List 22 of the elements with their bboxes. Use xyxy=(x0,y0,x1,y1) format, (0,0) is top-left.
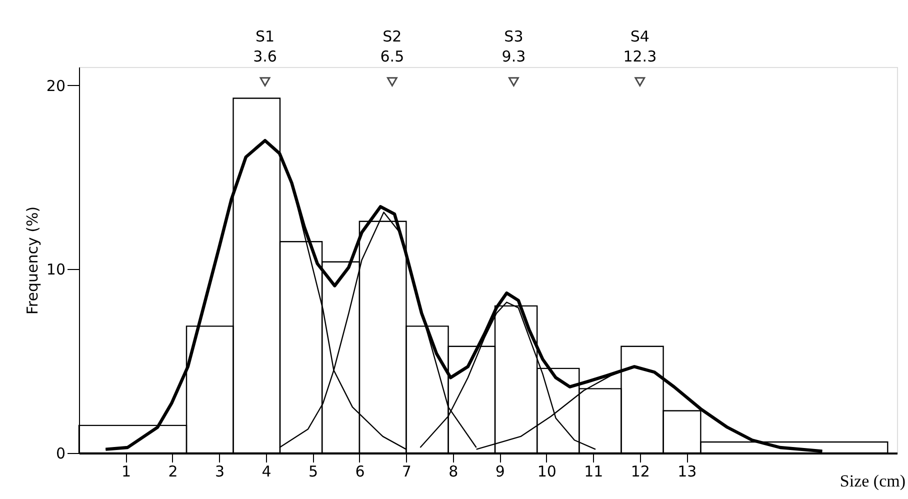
x-tick-label: 9 xyxy=(495,462,505,480)
x-tick-label: 13 xyxy=(678,462,697,480)
x-tick-label: 11 xyxy=(584,462,604,480)
annotation: S4 12.3 xyxy=(623,28,657,66)
x-tick-label: 4 xyxy=(262,462,272,480)
x-tick-label: 6 xyxy=(355,462,365,480)
y-axis-title: Frequency (%) xyxy=(23,206,42,315)
x-axis-title: Size (cm) xyxy=(840,472,906,490)
x-tick-label: 8 xyxy=(448,462,458,480)
annotation: S2 6.5 xyxy=(380,28,404,66)
y-tick-label: 10 xyxy=(46,260,66,279)
x-tick-label: 7 xyxy=(402,462,412,480)
y-tick-label: 20 xyxy=(46,76,66,95)
x-tick-label: 3 xyxy=(214,462,224,480)
x-tick-label: 12 xyxy=(630,462,650,480)
annotation: S1 3.6 xyxy=(253,28,277,66)
x-tick-label: 2 xyxy=(168,462,178,480)
x-tick-label: 1 xyxy=(121,462,132,480)
x-tick-label: 10 xyxy=(537,462,556,480)
annotation: S3 9.3 xyxy=(502,28,526,66)
x-tick-label: 5 xyxy=(308,462,318,480)
y-tick-label: 0 xyxy=(56,444,66,462)
